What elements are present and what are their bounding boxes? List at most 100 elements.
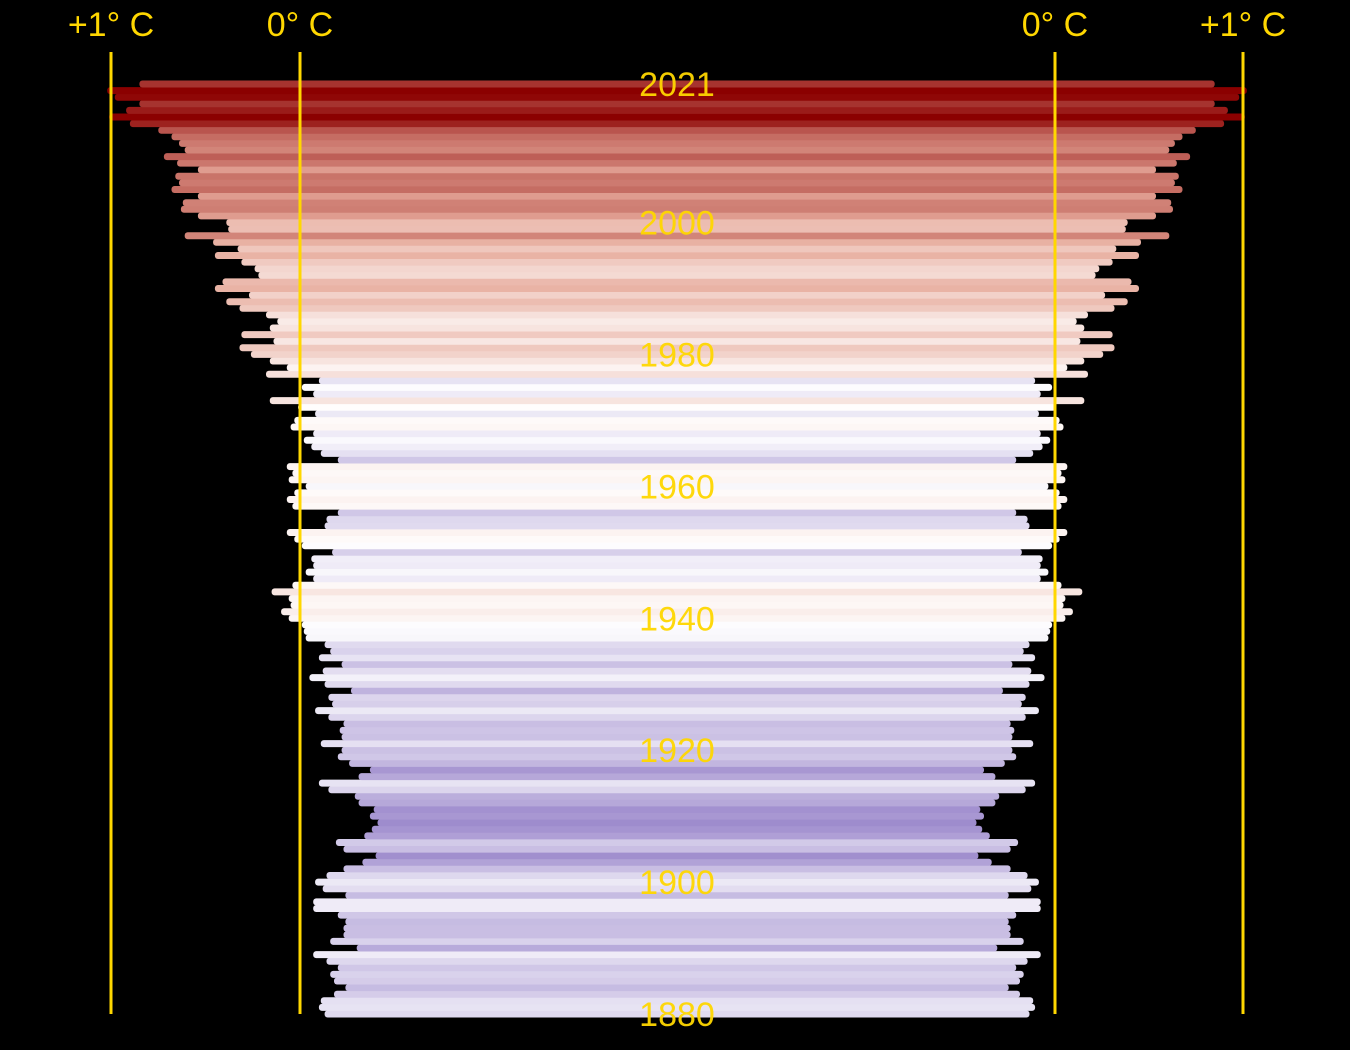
year-bar-1979 [269,357,1085,365]
year-bar-1986 [266,311,1088,319]
year-label-1920: 1920 [639,732,715,770]
year-bar-1927 [332,700,1022,708]
year-bar-1888 [326,957,1028,965]
year-bar-1897 [313,898,1041,906]
year-bar-1904 [375,852,979,860]
year-bar-1910 [369,812,984,820]
year-bar-1881 [318,1003,1036,1011]
year-bar-1993 [254,265,1100,273]
year-bar-1999 [228,225,1126,233]
year-bar-1935 [330,647,1024,655]
year-bar-1947 [305,568,1049,576]
year-bar-2007 [175,172,1179,180]
year-bar-1988 [226,298,1128,306]
year-bar-1880 [324,1010,1030,1018]
year-bar-1990 [214,285,1139,292]
year-label-1980: 1980 [639,336,715,374]
year-bar-1977 [266,370,1088,378]
year-bar-1938 [303,627,1051,635]
year-bar-2016 [109,113,1245,121]
right-zero-label: 0° C [1022,6,1089,44]
year-bar-1919 [337,753,1017,761]
year-bar-1955 [326,515,1028,523]
year-bar-1963 [286,463,1068,471]
axis-labels: +1° C 0° C 0° C +1° C [68,6,1286,44]
year-bar-1968 [313,430,1041,438]
year-bar-1967 [303,436,1051,444]
year-bar-1931 [309,674,1045,682]
year-label-1940: 1940 [639,600,715,638]
year-bar-2013 [171,133,1183,141]
year-bar-1996 [237,245,1117,253]
year-bar-1975 [301,383,1053,391]
year-bar-1951 [301,542,1053,550]
year-bar-1914 [328,786,1026,794]
year-bar-1939 [301,621,1053,629]
year-bar-1929 [351,687,1003,695]
year-bar-1966 [311,443,1043,451]
year-bar-1894 [345,918,1009,926]
year-bar-1945 [292,581,1062,589]
year-bar-2017 [126,106,1228,114]
year-bar-1964 [337,456,1017,464]
year-bar-1944 [271,588,1083,596]
year-bar-1992 [258,271,1096,279]
year-label-1960: 1960 [639,468,715,506]
left-zero-label: 0° C [267,6,334,44]
year-bar-1952 [294,535,1060,543]
year-bar-2021 [139,80,1215,88]
year-bar-1980 [250,350,1104,358]
year-bar-1924 [343,720,1011,728]
year-bar-1896 [313,905,1041,912]
right-plus1-label: +1° C [1200,6,1286,44]
year-bar-1991 [222,278,1132,286]
year-bar-1885 [334,977,1020,985]
year-bar-1936 [324,641,1030,649]
year-bar-1981 [239,344,1115,352]
year-bar-1962 [292,469,1062,477]
year-bar-1886 [330,970,1024,978]
year-bar-1950 [332,548,1022,556]
year-bar-1921 [320,740,1034,748]
year-bar-1928 [328,693,1026,701]
year-bar-1985 [277,317,1077,325]
year-bar-1933 [341,660,1013,668]
year-bar-1982 [273,337,1081,345]
year-bar-1976 [318,377,1036,385]
year-bar-2001 [197,212,1156,220]
year-bar-1956 [337,509,1017,517]
year-bar-1994 [241,258,1113,266]
year-bar-1911 [373,806,981,813]
year-bar-1913 [354,792,1000,800]
year-bar-1920 [341,746,1013,754]
year-bar-1926 [315,707,1039,715]
year-label-1880: 1880 [639,996,715,1034]
year-bar-1946 [313,575,1041,583]
year-label-2000: 2000 [639,205,715,243]
year-bar-1974 [313,390,1041,398]
left-plus1-label: +1° C [68,6,154,44]
year-bar-1969 [290,423,1064,431]
year-bar-2000 [226,219,1128,226]
year-bar-1889 [313,951,1041,959]
year-bar-1900 [315,878,1039,886]
year-bar-1942 [290,601,1064,609]
year-bar-1937 [305,634,1049,642]
year-bar-2003 [182,199,1172,207]
year-bar-1915 [318,779,1036,787]
year-bars [107,80,1247,1018]
year-bar-1932 [322,667,1032,675]
year-bar-1922 [341,733,1013,741]
year-bar-1984 [269,324,1085,332]
year-bar-1930 [324,680,1030,688]
year-bar-2009 [177,159,1177,167]
year-bar-1890 [356,944,998,952]
year-bar-1970 [294,416,1060,424]
year-bar-1943 [288,595,1066,602]
year-bar-1941 [281,608,1073,616]
year-label-2021: 2021 [639,66,715,104]
year-bar-1959 [294,489,1060,497]
year-bar-1884 [345,984,1009,992]
year-bar-1908 [371,825,983,833]
